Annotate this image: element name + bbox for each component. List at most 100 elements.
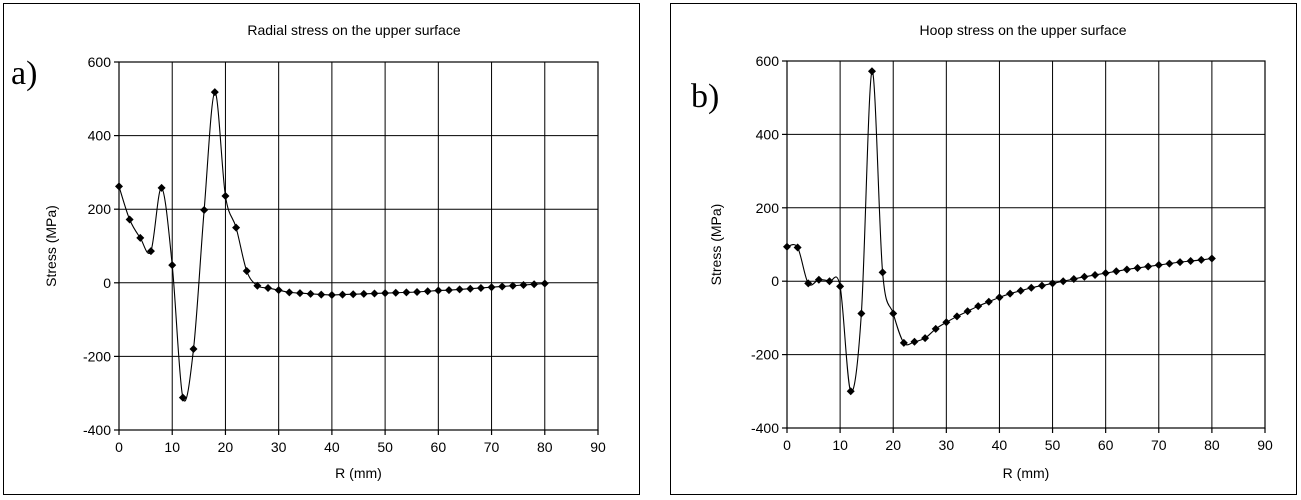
data-point-a-0 [115, 182, 123, 191]
data-point-a-23 [359, 289, 368, 298]
data-point-a-21 [338, 290, 347, 299]
x-tick-label-b-50: 50 [1045, 437, 1061, 453]
data-point-a-18 [306, 289, 315, 298]
chart-panel-a: Radial stress on the upper surface a) 0 10 2… [3, 3, 640, 495]
chart-panel-b: Hoop stress on the upper surface b) 0 10 20 3… [670, 3, 1297, 495]
data-point-b-38 [1186, 257, 1195, 266]
panel-label-a: a) [11, 55, 37, 92]
data-point-a-31 [444, 286, 453, 295]
data-point-a-2 [136, 233, 145, 242]
y-tick-label-b--400: -400 [751, 420, 779, 436]
y-tick-label-b-400: 400 [756, 126, 780, 142]
x-tick-label-b-0: 0 [783, 437, 791, 453]
data-point-b-21 [1006, 289, 1015, 298]
x-tick-label-b-30: 30 [939, 437, 955, 453]
data-point-b-5 [836, 282, 845, 291]
data-point-a-17 [295, 289, 304, 298]
data-point-a-6 [178, 393, 187, 402]
x-tick-label-b-90: 90 [1257, 437, 1273, 453]
x-tick-label-a-20: 20 [218, 439, 234, 455]
plot-area-b [786, 60, 1266, 429]
data-point-b-39 [1197, 255, 1206, 264]
data-point-a-3 [146, 247, 155, 256]
data-point-b-26 [1059, 277, 1068, 286]
x-tick-label-a-10: 10 [164, 439, 180, 455]
data-point-a-39 [530, 280, 539, 289]
panel-label-b: b) [691, 78, 719, 115]
data-point-a-9 [210, 88, 219, 97]
data-point-a-8 [200, 205, 209, 214]
data-point-b-40 [1207, 254, 1216, 263]
x-tick-label-b-70: 70 [1151, 437, 1167, 453]
data-point-a-7 [189, 345, 198, 354]
data-point-b-9 [878, 268, 887, 277]
data-point-a-35 [487, 283, 496, 292]
x-tick-label-b-60: 60 [1098, 437, 1114, 453]
data-point-a-37 [508, 281, 517, 290]
data-point-b-24 [1037, 281, 1046, 290]
data-point-b-27 [1069, 275, 1078, 283]
y-tick-label-a-0: 0 [103, 275, 111, 291]
data-point-b-14 [931, 324, 940, 333]
data-point-a-12 [242, 267, 251, 276]
x-axis-title-a: R (mm) [335, 465, 382, 481]
data-point-a-40 [540, 279, 549, 288]
y-axis-title-a: Stress (MPa) [43, 205, 59, 287]
y-axis-title-b: Stress (MPa) [708, 204, 724, 286]
data-point-b-3 [814, 275, 823, 284]
data-point-b-32 [1122, 265, 1131, 274]
data-point-a-14 [264, 283, 273, 292]
data-point-b-8 [867, 67, 876, 76]
x-tick-label-b-40: 40 [992, 437, 1008, 453]
x-tick-label-a-30: 30 [271, 439, 287, 455]
y-tick-label-b--200: -200 [751, 347, 779, 363]
data-point-a-27 [402, 288, 411, 297]
data-point-b-6 [846, 387, 855, 396]
x-tick-label-a-50: 50 [377, 439, 393, 455]
data-point-a-11 [232, 223, 241, 232]
data-point-a-33 [466, 284, 475, 293]
data-point-b-30 [1101, 269, 1110, 278]
data-point-b-4 [825, 277, 834, 286]
data-point-b-37 [1176, 258, 1185, 267]
y-tick-label-a-400: 400 [88, 128, 112, 144]
data-point-a-19 [317, 290, 326, 299]
data-point-a-38 [519, 281, 528, 290]
y-tick-label-a-600: 600 [88, 54, 112, 70]
data-point-b-17 [963, 307, 972, 316]
data-point-a-15 [274, 286, 283, 295]
data-point-b-33 [1133, 263, 1142, 272]
data-point-b-11 [899, 338, 908, 347]
data-point-b-15 [942, 318, 951, 327]
plot-area-a [118, 61, 599, 431]
x-tick-label-a-90: 90 [590, 439, 606, 455]
data-point-b-0 [783, 242, 791, 251]
data-point-b-34 [1144, 262, 1153, 271]
data-point-a-10 [221, 191, 230, 200]
y-tick-label-a--200: -200 [83, 348, 111, 364]
x-tick-label-b-80: 80 [1204, 437, 1220, 453]
data-point-b-28 [1080, 272, 1089, 281]
x-tick-label-b-10: 10 [832, 437, 848, 453]
data-point-a-30 [434, 286, 443, 295]
hoop-stress-chart: Hoop stress on the upper surface b) 0 10 20 3… [691, 22, 1273, 481]
data-point-a-22 [349, 290, 358, 299]
data-point-a-5 [168, 261, 177, 270]
data-point-b-10 [889, 309, 898, 318]
data-point-a-28 [413, 288, 422, 296]
data-point-a-16 [285, 288, 294, 297]
y-tick-label-a-200: 200 [88, 201, 112, 217]
y-tick-label-b-0: 0 [771, 273, 779, 289]
x-tick-label-b-20: 20 [885, 437, 901, 453]
data-point-b-16 [952, 312, 961, 321]
data-point-a-36 [498, 282, 507, 291]
x-tick-label-a-60: 60 [431, 439, 447, 455]
chart-title-b: Hoop stress on the upper surface [919, 22, 1126, 38]
data-point-b-12 [910, 337, 919, 346]
data-point-b-20 [995, 293, 1004, 302]
y-tick-label-a--400: -400 [83, 422, 111, 438]
y-tick-label-b-200: 200 [756, 200, 780, 216]
data-point-b-35 [1154, 261, 1163, 270]
data-point-a-29 [423, 287, 432, 296]
data-point-a-4 [157, 183, 166, 192]
